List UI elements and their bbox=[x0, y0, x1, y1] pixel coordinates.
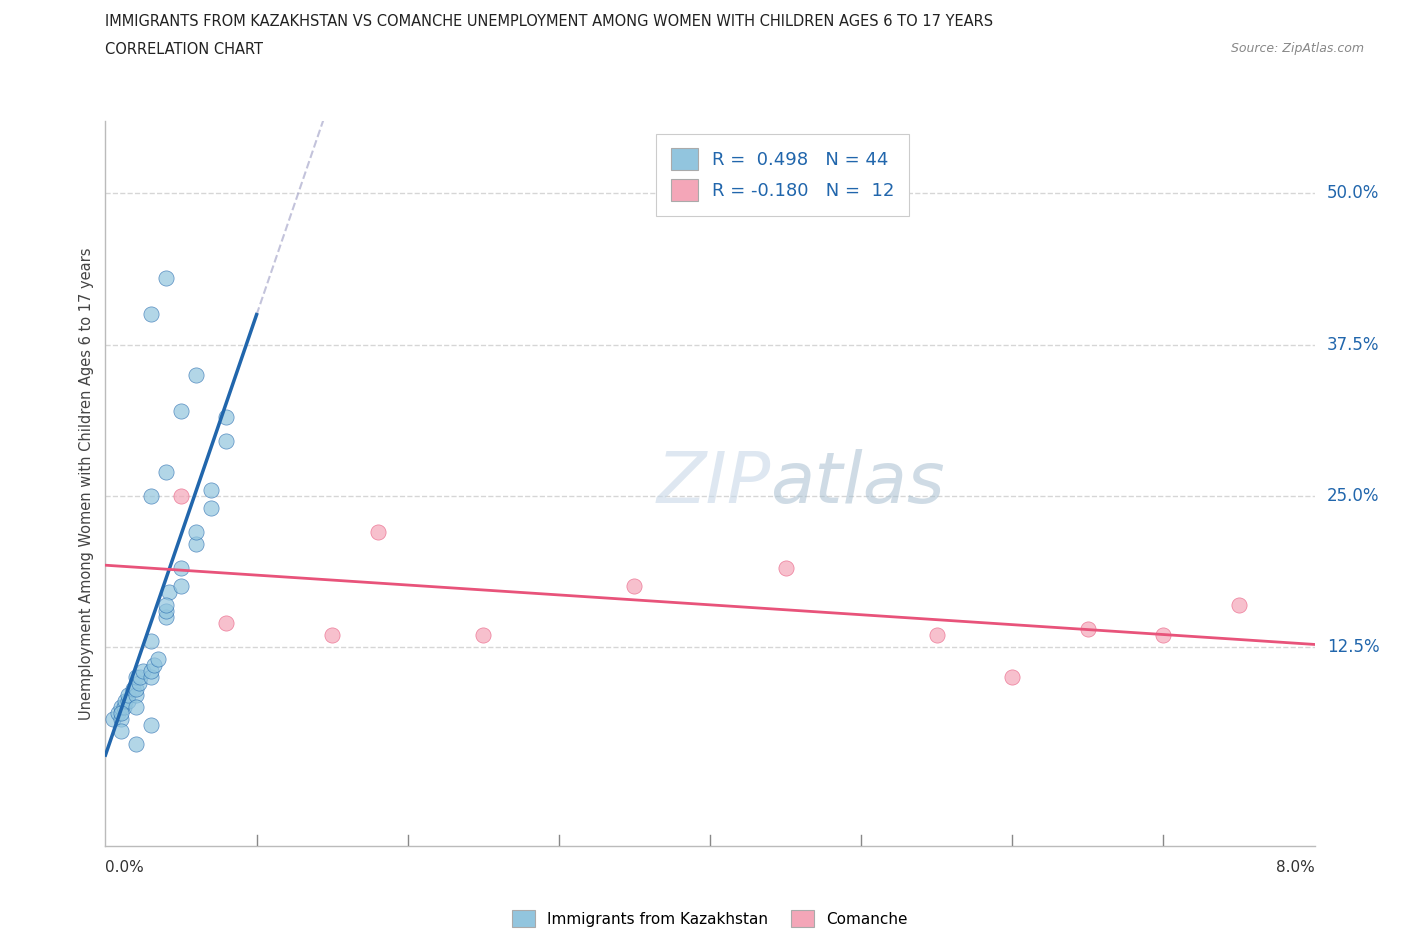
Text: 25.0%: 25.0% bbox=[1327, 486, 1379, 505]
Text: ZIP: ZIP bbox=[657, 449, 770, 518]
Point bbox=[110, 706, 132, 721]
Point bbox=[142, 658, 165, 672]
Point bbox=[117, 688, 139, 703]
Text: Source: ZipAtlas.com: Source: ZipAtlas.com bbox=[1230, 42, 1364, 55]
Point bbox=[114, 694, 136, 709]
Point bbox=[1227, 597, 1250, 612]
Legend: R =  0.498   N = 44, R = -0.180   N =  12: R = 0.498 N = 44, R = -0.180 N = 12 bbox=[657, 134, 908, 216]
Point bbox=[215, 434, 238, 449]
Point bbox=[215, 616, 238, 631]
Text: 0.0%: 0.0% bbox=[105, 860, 145, 875]
Point bbox=[155, 609, 177, 624]
Point bbox=[155, 604, 177, 618]
Point bbox=[925, 628, 948, 643]
Point bbox=[132, 664, 155, 679]
Point bbox=[110, 712, 132, 727]
Point bbox=[170, 578, 193, 594]
Point bbox=[124, 670, 148, 684]
Point bbox=[139, 307, 162, 322]
Point bbox=[110, 700, 132, 715]
Point bbox=[186, 367, 208, 382]
Text: 8.0%: 8.0% bbox=[1275, 860, 1315, 875]
Point bbox=[155, 464, 177, 479]
Point bbox=[623, 578, 645, 594]
Point bbox=[124, 700, 148, 715]
Point bbox=[186, 537, 208, 551]
Point bbox=[170, 488, 193, 503]
Text: CORRELATION CHART: CORRELATION CHART bbox=[105, 42, 263, 57]
Point bbox=[200, 483, 222, 498]
Point bbox=[1077, 621, 1099, 636]
Point bbox=[107, 706, 129, 721]
Point bbox=[186, 525, 208, 539]
Point bbox=[170, 404, 193, 418]
Point bbox=[155, 271, 177, 286]
Text: IMMIGRANTS FROM KAZAKHSTAN VS COMANCHE UNEMPLOYMENT AMONG WOMEN WITH CHILDREN AG: IMMIGRANTS FROM KAZAKHSTAN VS COMANCHE U… bbox=[105, 14, 994, 29]
Text: 50.0%: 50.0% bbox=[1327, 184, 1379, 203]
Point bbox=[366, 525, 388, 539]
Point bbox=[200, 500, 222, 515]
Point bbox=[139, 664, 162, 679]
Point bbox=[170, 561, 193, 576]
Point bbox=[110, 724, 132, 738]
Text: 37.5%: 37.5% bbox=[1327, 336, 1379, 353]
Point bbox=[775, 561, 797, 576]
Point bbox=[124, 737, 148, 751]
Point bbox=[101, 712, 124, 727]
Point bbox=[157, 585, 180, 600]
Point bbox=[139, 488, 162, 503]
Text: 12.5%: 12.5% bbox=[1327, 638, 1379, 656]
Point bbox=[155, 597, 177, 612]
Point bbox=[124, 682, 148, 697]
Point bbox=[321, 628, 343, 643]
Point bbox=[117, 694, 139, 709]
Point bbox=[148, 651, 170, 666]
Point bbox=[1153, 628, 1175, 643]
Y-axis label: Unemployment Among Women with Children Ages 6 to 17 years: Unemployment Among Women with Children A… bbox=[79, 247, 94, 720]
Point bbox=[1001, 670, 1024, 684]
Point bbox=[129, 670, 152, 684]
Point bbox=[112, 700, 135, 715]
Point bbox=[215, 410, 238, 425]
Point bbox=[472, 628, 495, 643]
Point bbox=[139, 633, 162, 648]
Point bbox=[139, 670, 162, 684]
Point bbox=[128, 675, 150, 690]
Text: atlas: atlas bbox=[770, 449, 945, 518]
Point bbox=[121, 682, 143, 697]
Point bbox=[124, 688, 148, 703]
Point bbox=[139, 718, 162, 733]
